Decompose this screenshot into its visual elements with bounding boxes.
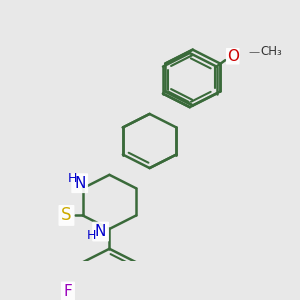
Text: H: H xyxy=(68,172,77,184)
Text: F: F xyxy=(64,284,72,299)
Text: N: N xyxy=(74,176,85,191)
Text: CH₃: CH₃ xyxy=(261,46,282,59)
Text: O: O xyxy=(227,49,239,64)
Text: N: N xyxy=(72,174,87,192)
Text: —: — xyxy=(249,47,260,57)
Text: N: N xyxy=(93,223,108,241)
Text: S: S xyxy=(59,206,74,225)
Text: H: H xyxy=(87,229,96,242)
Text: F: F xyxy=(62,282,74,300)
Text: S: S xyxy=(61,206,72,224)
Text: N: N xyxy=(95,224,106,239)
